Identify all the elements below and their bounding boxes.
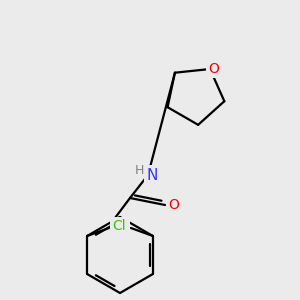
Text: H: H (134, 164, 144, 176)
Text: N: N (146, 167, 158, 182)
Text: O: O (169, 198, 179, 212)
Text: O: O (208, 62, 219, 76)
Text: Cl: Cl (112, 219, 126, 233)
Text: Cl: Cl (114, 219, 128, 233)
